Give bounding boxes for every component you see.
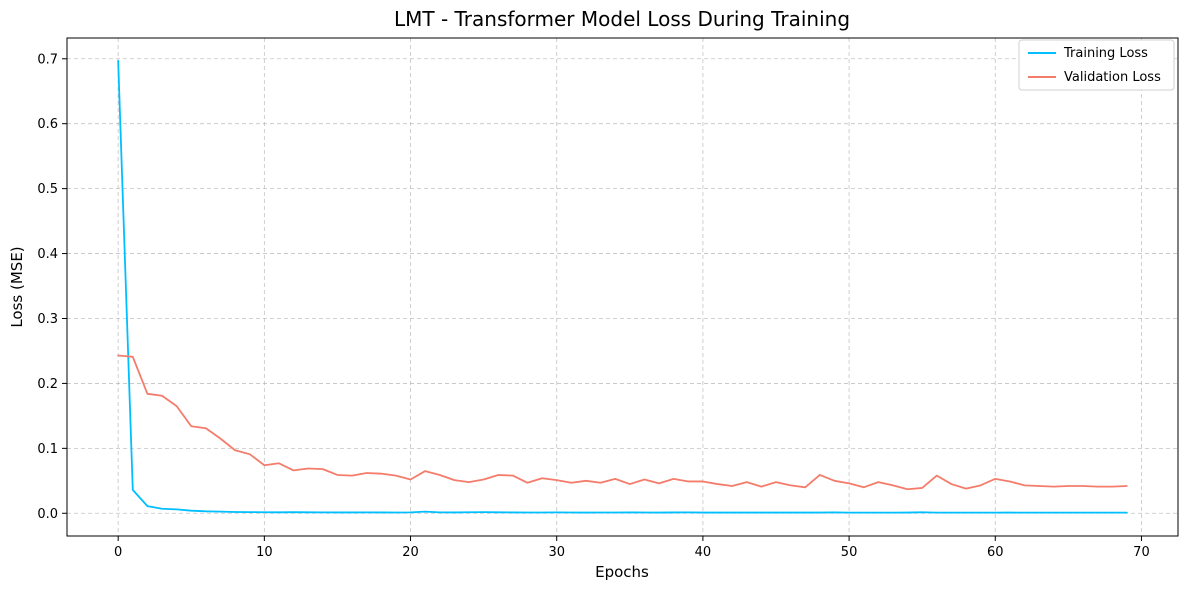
legend-label-validation: Validation Loss	[1064, 70, 1161, 85]
x-axis: 0 10 20 30 40 50 60 70	[114, 536, 1150, 560]
y-tick-label: 0.1	[37, 442, 58, 457]
y-tick-label: 0.7	[37, 52, 58, 67]
y-tick-label: 0.4	[37, 247, 58, 262]
y-axis-label: Loss (MSE)	[8, 246, 26, 327]
legend-label-training: Training Loss	[1063, 46, 1148, 61]
x-tick-label: 30	[548, 545, 565, 560]
y-tick-label: 0.2	[37, 377, 58, 392]
y-tick-label: 0.3	[37, 312, 58, 327]
legend: Training Loss Validation Loss	[1018, 39, 1175, 91]
y-tick-label: 0.6	[37, 117, 58, 132]
x-tick-label: 0	[114, 545, 122, 560]
training-loss-line	[117, 59, 1128, 514]
x-tick-label: 50	[841, 545, 858, 560]
chart-title: LMT - Transformer Model Loss During Trai…	[394, 7, 850, 31]
y-tick-label: 0.0	[37, 507, 58, 522]
x-tick-label: 10	[256, 545, 273, 560]
y-tick-label: 0.5	[37, 182, 58, 197]
x-axis-label: Epochs	[595, 563, 649, 581]
series-layer	[117, 59, 1128, 514]
x-tick-label: 70	[1133, 545, 1150, 560]
y-axis: 0.0 0.1 0.2 0.3 0.4 0.5 0.6 0.7	[37, 52, 67, 522]
validation-loss-line	[117, 354, 1128, 491]
plot-frame	[66, 37, 1179, 537]
x-tick-label: 60	[987, 545, 1004, 560]
legend-box	[1018, 39, 1175, 91]
grid	[67, 38, 1178, 536]
x-tick-label: 40	[695, 545, 712, 560]
x-tick-label: 20	[402, 545, 419, 560]
